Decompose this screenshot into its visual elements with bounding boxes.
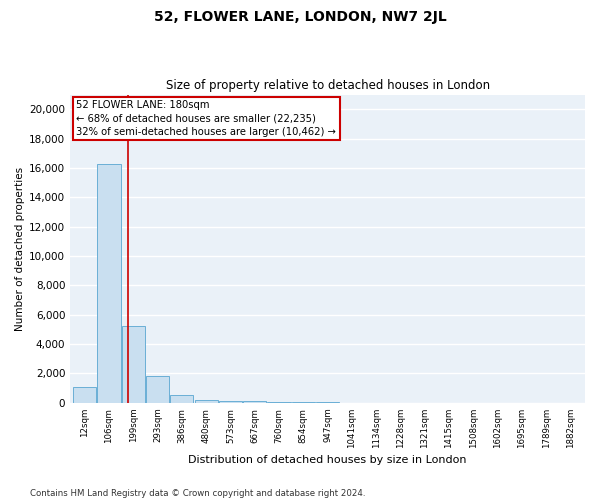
Bar [194, 400, 218, 403]
Bar [122, 326, 145, 403]
Text: 52, FLOWER LANE, LONDON, NW7 2JL: 52, FLOWER LANE, LONDON, NW7 2JL [154, 10, 446, 24]
Bar [292, 402, 315, 403]
Bar [73, 388, 96, 403]
Title: Size of property relative to detached houses in London: Size of property relative to detached ho… [166, 79, 490, 92]
Text: 52 FLOWER LANE: 180sqm
← 68% of detached houses are smaller (22,235)
32% of semi: 52 FLOWER LANE: 180sqm ← 68% of detached… [76, 100, 336, 137]
X-axis label: Distribution of detached houses by size in London: Distribution of detached houses by size … [188, 455, 467, 465]
Bar [219, 400, 242, 403]
Bar [268, 402, 290, 403]
Bar [97, 164, 121, 403]
Text: Contains HM Land Registry data © Crown copyright and database right 2024.: Contains HM Land Registry data © Crown c… [30, 488, 365, 498]
Bar [170, 396, 193, 403]
Bar [243, 401, 266, 403]
Y-axis label: Number of detached properties: Number of detached properties [15, 166, 25, 331]
Bar [146, 376, 169, 403]
